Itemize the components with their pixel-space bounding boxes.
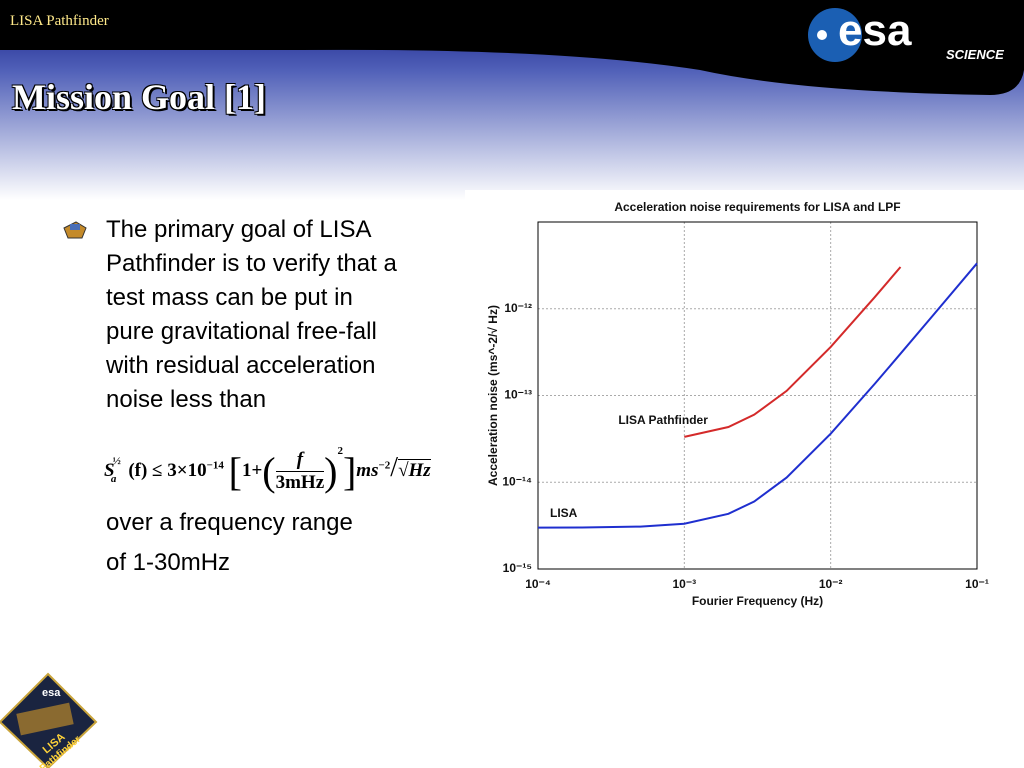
x-tick-label: 10⁻⁴ xyxy=(525,577,551,591)
y-tick-label: 10⁻¹⁴ xyxy=(502,474,532,488)
esa-science: SCIENCE xyxy=(946,47,1004,62)
series-line xyxy=(684,266,902,438)
formula-part: f xyxy=(275,449,325,473)
mission-logo-agency: esa xyxy=(42,687,61,699)
formula-part: ms xyxy=(356,460,379,481)
y-tick-label: 10⁻¹⁵ xyxy=(503,561,532,575)
x-tick-label: 10⁻¹ xyxy=(965,577,989,591)
slide-title: Mission Goal [1] xyxy=(12,77,267,117)
y-tick-label: 10⁻¹³ xyxy=(504,388,532,402)
formula: S½a (f) ≤ 3×10−14 [1+(f 3mHz)2]ms−2/√Hz xyxy=(104,445,431,495)
series-label: LISA Pathfinder xyxy=(618,413,708,427)
series-label: LISA xyxy=(550,506,578,520)
esa-logo: esa xyxy=(838,6,912,55)
formula-part: −14 xyxy=(206,459,224,472)
bullet-line: Pathfinder is to verify that a xyxy=(106,250,397,277)
bullet-line: over a frequency range xyxy=(106,509,353,536)
x-tick-label: 10⁻³ xyxy=(672,577,696,591)
formula-part: Hz xyxy=(408,460,431,481)
bullet-line: noise less than xyxy=(106,386,267,413)
bullet-line: The primary goal of LISA xyxy=(106,216,372,243)
formula-part: −2 xyxy=(378,459,391,472)
formula-part: 1+ xyxy=(241,460,263,481)
formula-part: a xyxy=(110,473,117,485)
chart-title: Acceleration noise requirements for LISA… xyxy=(614,200,900,214)
formula-part: / xyxy=(390,452,399,483)
plot-frame xyxy=(537,221,978,570)
x-axis-label: Fourier Frequency (Hz) xyxy=(692,594,823,608)
formula-part: 2 xyxy=(337,445,343,457)
bullet-text: The primary goal of LISA Pathfinder is to… xyxy=(106,213,397,417)
formula-part: ½ xyxy=(112,455,121,467)
running-title: LISA Pathfinder xyxy=(10,13,109,29)
x-tick-label: 10⁻² xyxy=(819,577,843,591)
bullet-line: test mass can be put in xyxy=(106,284,353,311)
header-background xyxy=(0,0,1024,200)
y-tick-label: 10⁻¹² xyxy=(504,301,532,315)
mission-logo: esa LISA Pathfinder xyxy=(0,672,98,768)
bullet-line: pure gravitational free-fall xyxy=(106,318,377,345)
bullet-text: over a frequency range of 1-30mHz xyxy=(106,506,353,580)
bullet-icon xyxy=(63,221,87,239)
formula-part: (f) ≤ 3×10 xyxy=(128,460,207,481)
formula-part: 3mHz xyxy=(275,472,325,494)
bullet-line: of 1-30mHz xyxy=(106,549,231,576)
bullet-line: with residual acceleration xyxy=(106,352,376,379)
formula-part: S xyxy=(104,460,115,481)
y-axis-label: Acceleration noise (ms^-2/√ Hz) xyxy=(486,305,500,486)
series-line xyxy=(537,262,978,529)
